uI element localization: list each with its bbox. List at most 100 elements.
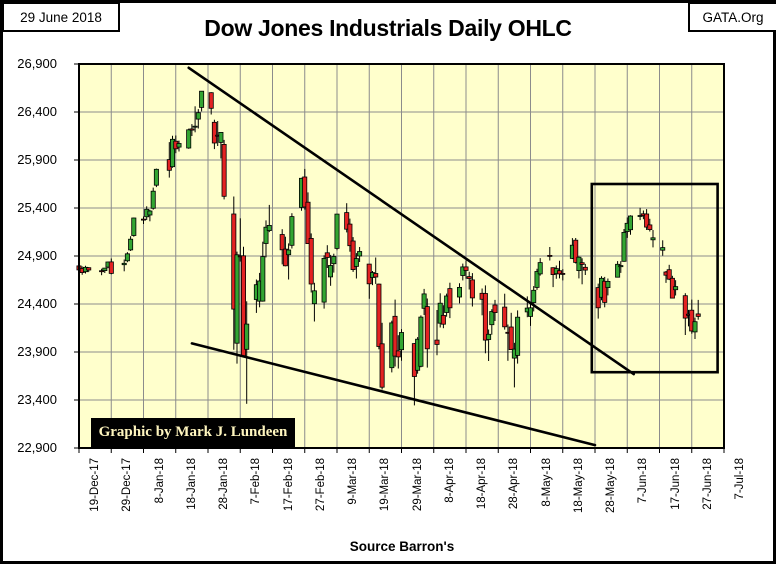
candle-body-up bbox=[311, 290, 317, 305]
x-tick-label: 28-Jan-18 bbox=[218, 458, 230, 510]
candle-body-down bbox=[689, 309, 695, 332]
x-tick-label: 17-Jun-18 bbox=[669, 458, 682, 510]
lower-support-line bbox=[190, 342, 597, 447]
candle-body-down bbox=[208, 92, 214, 109]
candle-body-down bbox=[644, 213, 650, 228]
x-tick-label: 29-Mar-18 bbox=[411, 458, 424, 512]
candle-body-up bbox=[650, 237, 656, 241]
y-tick-label: 25,400 bbox=[17, 200, 57, 215]
upper-downtrend-line bbox=[187, 66, 636, 376]
candle-body-down bbox=[647, 224, 653, 230]
candle-body-up bbox=[618, 265, 624, 268]
candle-body-up bbox=[628, 215, 634, 231]
candle-body-down bbox=[508, 326, 514, 351]
candle-body-down bbox=[547, 254, 553, 257]
x-tick-label: 8-Jan-18 bbox=[153, 458, 166, 504]
candle-body-down bbox=[440, 314, 446, 325]
x-tick-label: 18-Apr-18 bbox=[476, 458, 488, 510]
candle-body-up bbox=[398, 332, 404, 351]
candle-body-up bbox=[605, 280, 611, 288]
date-box: 29 June 2018 bbox=[2, 2, 120, 32]
candle-body-up bbox=[531, 289, 537, 303]
candle-body-up bbox=[615, 263, 621, 278]
candle-body-down bbox=[373, 273, 379, 278]
candle-body-up bbox=[692, 321, 698, 333]
candle-body-up bbox=[621, 231, 627, 262]
candle-body-up bbox=[357, 251, 363, 257]
y-tick-label: 26,900 bbox=[17, 56, 57, 71]
candle-body-down bbox=[447, 288, 453, 309]
candle-body-up bbox=[128, 238, 134, 251]
credit-box: Graphic by Mark J. Lundeen bbox=[91, 418, 295, 447]
candle-body-down bbox=[434, 339, 440, 345]
x-tick-label: 7-Jun-18 bbox=[637, 458, 650, 504]
candle-body-down bbox=[189, 128, 195, 131]
candle-body-down bbox=[108, 261, 114, 274]
candle-body-up bbox=[353, 258, 359, 267]
x-tick-label: 8-Apr-18 bbox=[443, 458, 456, 503]
candle-body-up bbox=[673, 286, 679, 291]
candle-body-up bbox=[660, 247, 666, 251]
candle-body-down bbox=[86, 267, 92, 271]
candle-body-down bbox=[666, 269, 672, 280]
candle-body-down bbox=[682, 295, 688, 319]
candle-body-up bbox=[234, 254, 240, 344]
candle-body-up bbox=[131, 217, 137, 236]
candle-body-down bbox=[466, 276, 472, 279]
y-tick-label: 24,900 bbox=[17, 248, 57, 263]
y-tick-label: 25,900 bbox=[17, 152, 57, 167]
candle-body-down bbox=[211, 121, 217, 144]
candle-body-down bbox=[482, 293, 488, 341]
x-tick-label: 19-Dec-17 bbox=[89, 458, 101, 512]
candle-body-up bbox=[260, 256, 266, 302]
candle-body-up bbox=[289, 216, 295, 246]
x-tick-label: 7-Jul-18 bbox=[734, 458, 746, 500]
candle-body-up bbox=[244, 323, 250, 350]
x-tick-label: 27-Feb-18 bbox=[314, 458, 327, 512]
candle-body-up bbox=[263, 226, 269, 244]
candle-body-down bbox=[573, 239, 579, 263]
x-tick-label: 17-Feb-18 bbox=[282, 458, 295, 512]
candle-body-up bbox=[153, 168, 159, 186]
candle-body-down bbox=[324, 252, 330, 258]
candle-body-up bbox=[321, 257, 327, 303]
highlight-box bbox=[590, 182, 719, 374]
x-tick-label: 28-May-18 bbox=[605, 458, 617, 513]
candle-body-up bbox=[124, 253, 130, 262]
x-tick-label: 18-Jan-18 bbox=[185, 458, 198, 510]
candle-body-up bbox=[186, 129, 192, 149]
candle-body-up bbox=[421, 293, 427, 309]
candle-body-up bbox=[147, 210, 153, 216]
candle-body-up bbox=[150, 190, 156, 209]
candle-body-down bbox=[492, 304, 498, 313]
candle-body-down bbox=[302, 176, 308, 208]
candle-body-up bbox=[286, 249, 292, 256]
site-label: GATA.Org bbox=[702, 9, 764, 25]
candle-body-down bbox=[560, 272, 566, 275]
date-label: 29 June 2018 bbox=[20, 9, 102, 25]
candle-body-up bbox=[489, 311, 495, 326]
candle-body-down bbox=[347, 223, 353, 247]
candle-body-up bbox=[102, 267, 108, 272]
candle-body-up bbox=[437, 302, 443, 324]
candle-body-down bbox=[595, 287, 601, 309]
candle-body-down bbox=[282, 248, 288, 267]
y-tick-label: 24,400 bbox=[17, 296, 57, 311]
candle-body-down bbox=[305, 201, 311, 244]
candle-body-up bbox=[528, 307, 534, 317]
candle-body-down bbox=[344, 212, 350, 230]
candle-body-up bbox=[121, 262, 127, 266]
candle-body-down bbox=[695, 313, 701, 317]
candle-body-up bbox=[195, 112, 201, 120]
plot-border bbox=[78, 63, 725, 449]
candle-body-up bbox=[534, 271, 540, 288]
candle-body-down bbox=[557, 270, 563, 275]
x-tick-label: 29-Dec-17 bbox=[121, 458, 134, 512]
x-tick-label: 7-Feb-18 bbox=[250, 458, 263, 505]
y-tick-label: 23,400 bbox=[17, 392, 57, 407]
candle-body-down bbox=[602, 280, 608, 303]
candle-body-up bbox=[515, 316, 521, 356]
candle-body-down bbox=[350, 240, 356, 271]
